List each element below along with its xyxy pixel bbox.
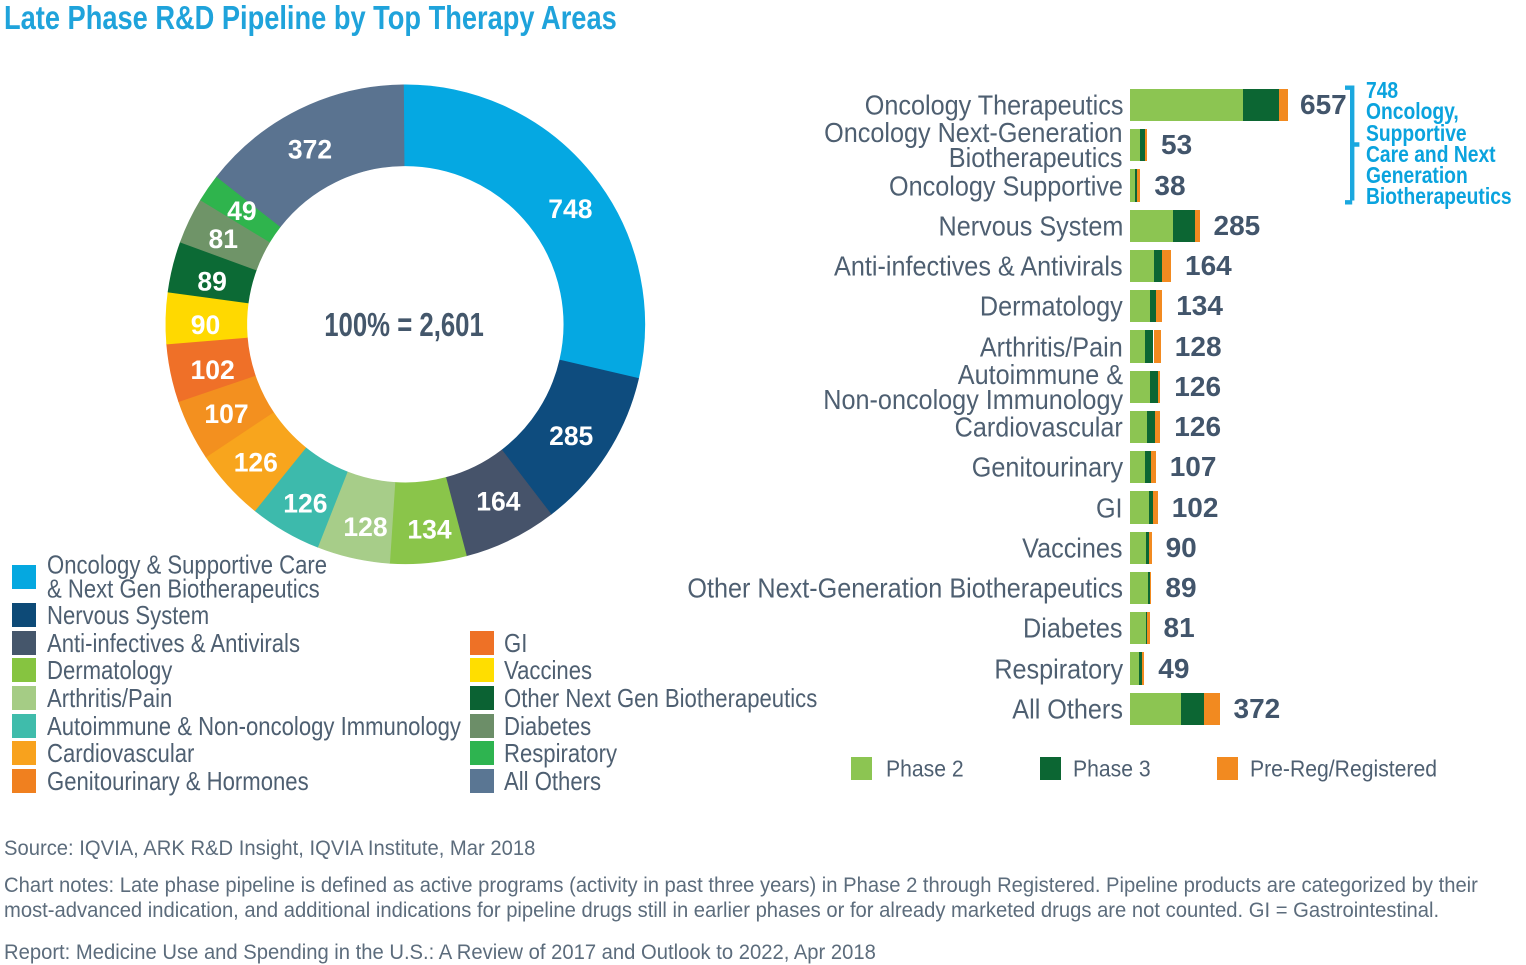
svg-text:90: 90 — [191, 310, 220, 340]
svg-text:164: 164 — [476, 487, 520, 517]
svg-text:126: 126 — [283, 489, 327, 519]
svg-text:107: 107 — [204, 399, 248, 429]
svg-text:372: 372 — [288, 135, 332, 165]
svg-text:81: 81 — [208, 224, 237, 254]
svg-text:89: 89 — [197, 267, 226, 297]
svg-text:126: 126 — [234, 448, 278, 478]
svg-text:102: 102 — [190, 355, 234, 385]
svg-text:285: 285 — [549, 421, 593, 451]
svg-text:128: 128 — [343, 512, 387, 542]
svg-text:49: 49 — [227, 196, 256, 226]
svg-text:748: 748 — [548, 194, 592, 224]
svg-text:134: 134 — [407, 515, 451, 545]
